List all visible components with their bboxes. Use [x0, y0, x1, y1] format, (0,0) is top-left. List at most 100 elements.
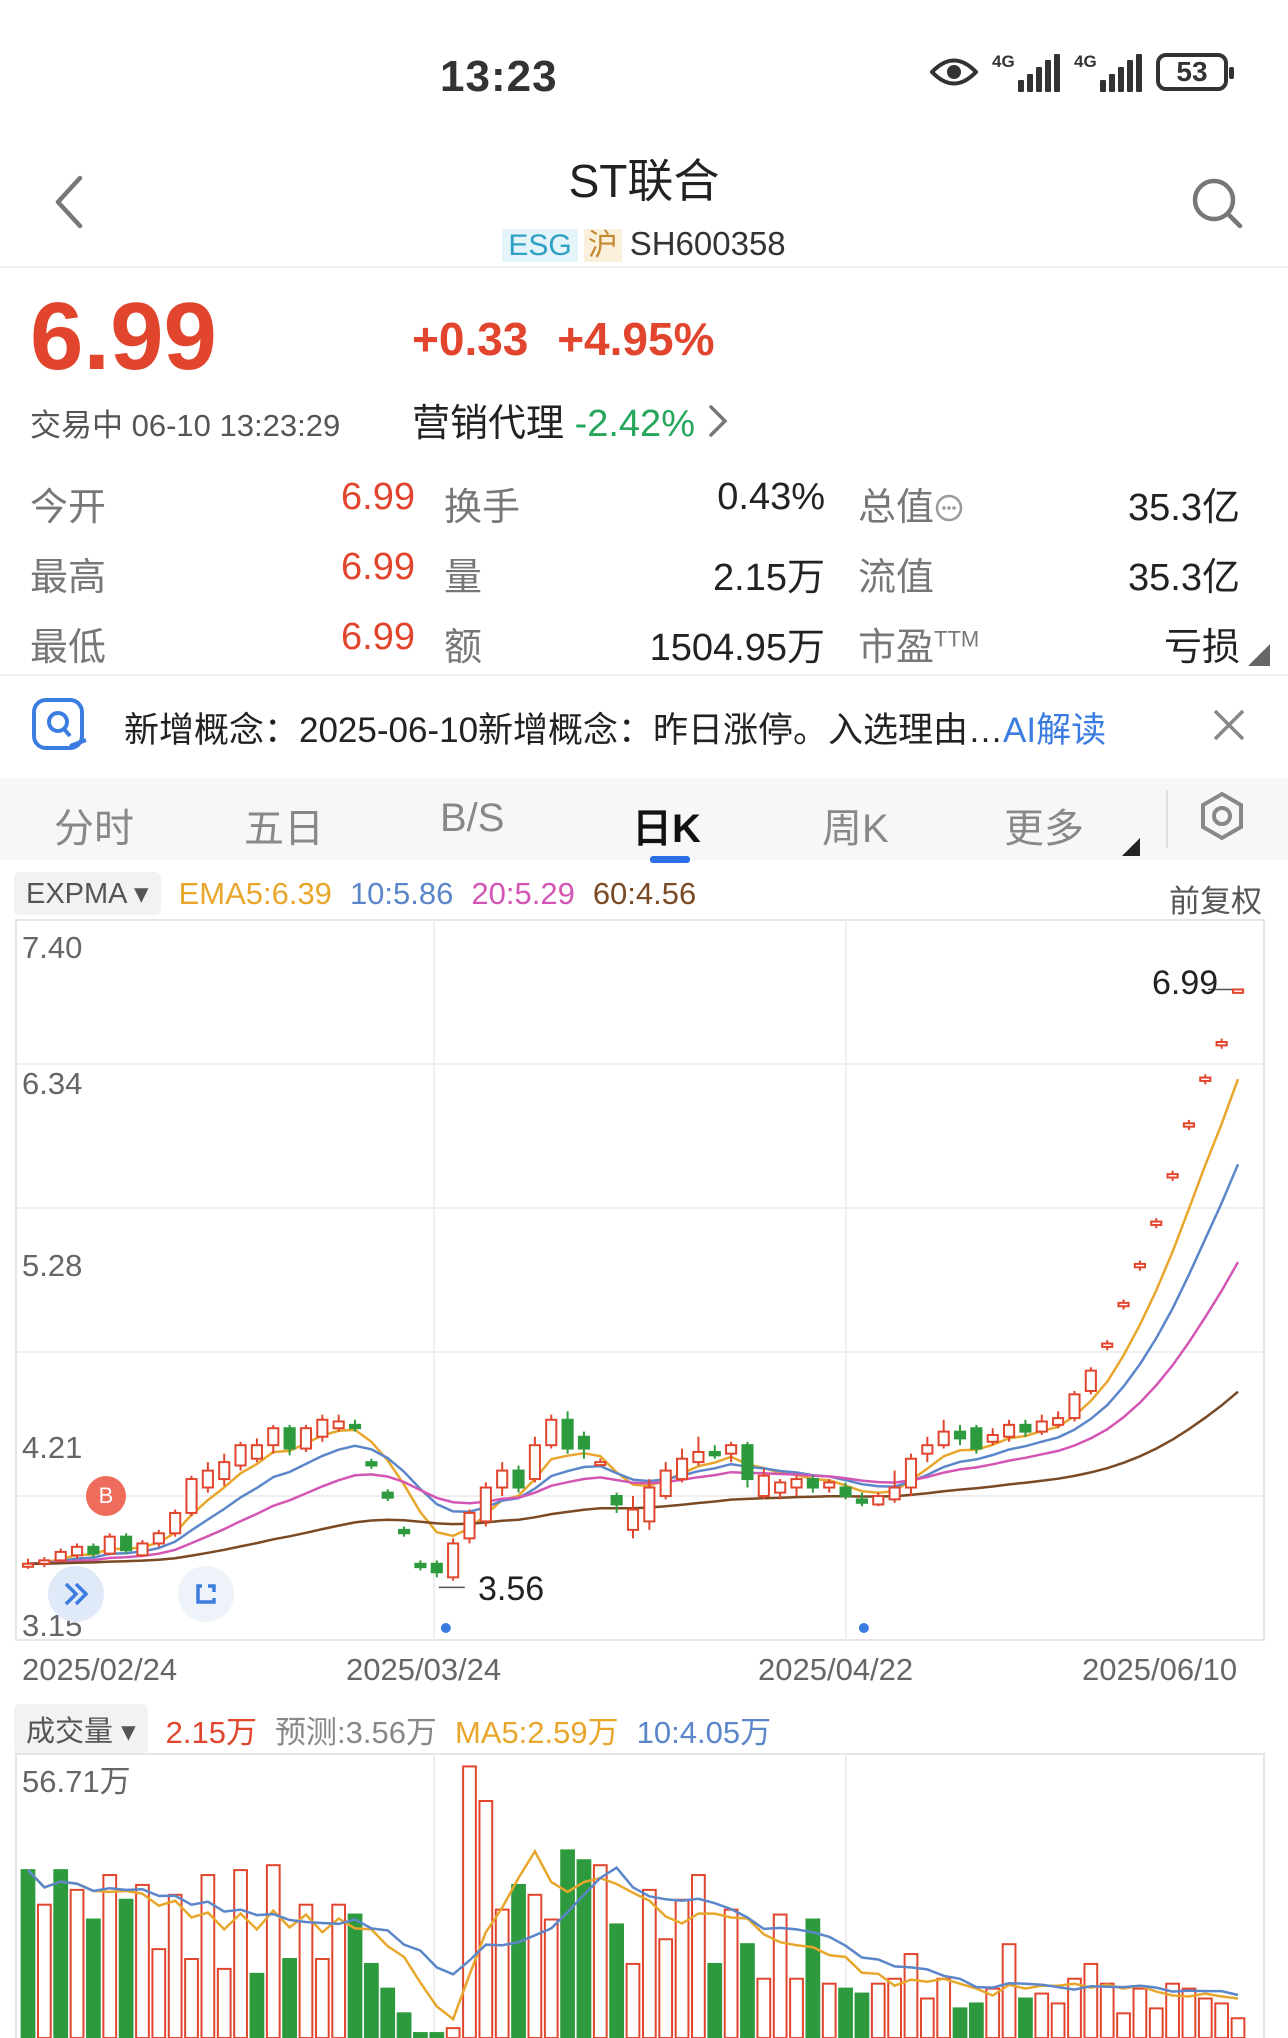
- volume-bar: [118, 1898, 134, 2038]
- tab-weekly-k[interactable]: 周K: [822, 807, 889, 851]
- candle: [479, 1482, 492, 1527]
- back-icon[interactable]: [50, 172, 90, 232]
- volume-bar: [216, 1967, 232, 2038]
- volume-indicator-select[interactable]: 成交量 ▾: [14, 1704, 148, 1754]
- stat-open-value: 6.99: [341, 476, 415, 518]
- volume-bar: [151, 1948, 167, 2038]
- candle: [643, 1479, 656, 1530]
- stat-high-label: 最高: [30, 557, 107, 599]
- kline-chart[interactable]: [0, 910, 1288, 1650]
- stat-amount-value: 1504.95万: [649, 627, 825, 669]
- adjust-mode[interactable]: 前复权: [1169, 884, 1262, 919]
- candle: [70, 1543, 84, 1559]
- candle: [1052, 1411, 1065, 1429]
- volume-bar: [1181, 1987, 1197, 2038]
- volume-bar: [756, 1977, 772, 2038]
- candle: [725, 1441, 738, 1463]
- volume-bar: [36, 1903, 52, 2038]
- active-tab-indicator: [650, 856, 690, 863]
- volume-bar: [445, 2027, 461, 2038]
- candle: [1182, 1119, 1196, 1131]
- volume-ma10-line: [27, 1866, 1239, 1997]
- y-tick-2: 6.34: [22, 1066, 83, 1101]
- volume-bar: [903, 1953, 919, 2038]
- x-tick-4: 2025/06/10: [1082, 1652, 1238, 1687]
- period-tabs: [0, 778, 1288, 860]
- stat-pe-value: 亏损: [1163, 627, 1240, 669]
- volume-max-label: 56.71万: [22, 1764, 131, 1799]
- volume-bar: [413, 2032, 428, 2038]
- candle: [1150, 1218, 1163, 1229]
- volume-ma5-line: [27, 1848, 1239, 2022]
- volume-bar: [560, 1849, 575, 2038]
- collapse-left-button[interactable]: [48, 1566, 104, 1622]
- candle: [414, 1560, 427, 1571]
- ai-news-icon: [32, 698, 87, 750]
- volume-bar: [265, 1864, 281, 2038]
- volume-bar: [789, 1977, 804, 2038]
- expand-triangle-icon[interactable]: [1248, 644, 1270, 666]
- candle: [970, 1424, 983, 1454]
- news-text[interactable]: 新增概念：2025-06-10新增概念：昨日涨停。入选理由…AI解读: [124, 711, 1107, 750]
- tab-more[interactable]: 更多: [1004, 807, 1084, 851]
- tab-bs[interactable]: B/S: [440, 796, 505, 840]
- candle: [283, 1424, 296, 1456]
- candle: [659, 1462, 672, 1500]
- low-price-label: 3.56: [478, 1570, 545, 1608]
- candle: [708, 1445, 721, 1459]
- volume-chart[interactable]: [0, 1748, 1288, 2038]
- current-price: 6.99: [30, 283, 217, 390]
- candle: [872, 1492, 885, 1507]
- volume-bar: [609, 1923, 625, 2038]
- candle: [267, 1424, 280, 1454]
- esg-badge[interactable]: ESG: [502, 229, 578, 262]
- candle: [528, 1436, 541, 1483]
- volume-bar: [1099, 1982, 1115, 2038]
- status-icons: 4G 4G 53: [930, 52, 1234, 92]
- settings-icon[interactable]: [1196, 790, 1248, 842]
- candle: [447, 1538, 460, 1581]
- candle: [1199, 1074, 1212, 1085]
- volume-bar: [462, 1765, 477, 2038]
- sector-link[interactable]: 营销代理 -2.42%: [412, 392, 730, 447]
- volume-bar: [919, 1997, 935, 2038]
- search-icon[interactable]: [1190, 176, 1246, 232]
- ai-explain-link[interactable]: AI解读: [1003, 711, 1107, 750]
- battery-icon: 53: [1156, 53, 1234, 91]
- y-tick-3: 5.28: [22, 1248, 83, 1283]
- buy-marker[interactable]: B: [86, 1476, 126, 1516]
- candle: [806, 1475, 819, 1493]
- y-tick-4: 4.21: [22, 1430, 83, 1465]
- stat-amount-label: 额: [444, 627, 483, 669]
- volume-bar: [576, 1859, 592, 2038]
- tab-daily-k[interactable]: 日K: [632, 807, 701, 851]
- candle: [136, 1540, 149, 1557]
- candle: [774, 1479, 787, 1500]
- stat-pe-label: 市盈TTM: [858, 626, 980, 669]
- candle: [1068, 1390, 1081, 1422]
- volume-bar: [249, 1972, 265, 2038]
- volume-bar: [723, 1908, 739, 2038]
- stat-volume-value: 2.15万: [713, 557, 825, 599]
- tab-five-day[interactable]: 五日: [244, 807, 324, 851]
- volume-bar: [625, 1962, 641, 2038]
- ema5-line: [27, 1078, 1240, 1566]
- volume-bar: [658, 1938, 674, 2038]
- volume-bar: [936, 1977, 952, 2038]
- tab-intraday[interactable]: 分时: [54, 807, 134, 851]
- candle: [1117, 1299, 1130, 1310]
- stat-totalcap-label[interactable]: 总值: [858, 476, 964, 531]
- candle: [1231, 988, 1245, 994]
- close-icon[interactable]: [1212, 708, 1246, 742]
- volume-bar: [347, 1913, 363, 2038]
- volume-bar: [86, 1918, 101, 2038]
- candle: [398, 1526, 411, 1537]
- candle: [823, 1479, 836, 1493]
- fullscreen-button[interactable]: [178, 1566, 234, 1622]
- news-banner[interactable]: [0, 676, 1288, 776]
- eye-icon: [930, 58, 978, 86]
- indicator-select[interactable]: EXPMA ▾: [14, 872, 161, 915]
- volume-bar: [314, 1958, 330, 2038]
- candle: [937, 1419, 950, 1449]
- volume-bar: [1018, 1997, 1033, 2038]
